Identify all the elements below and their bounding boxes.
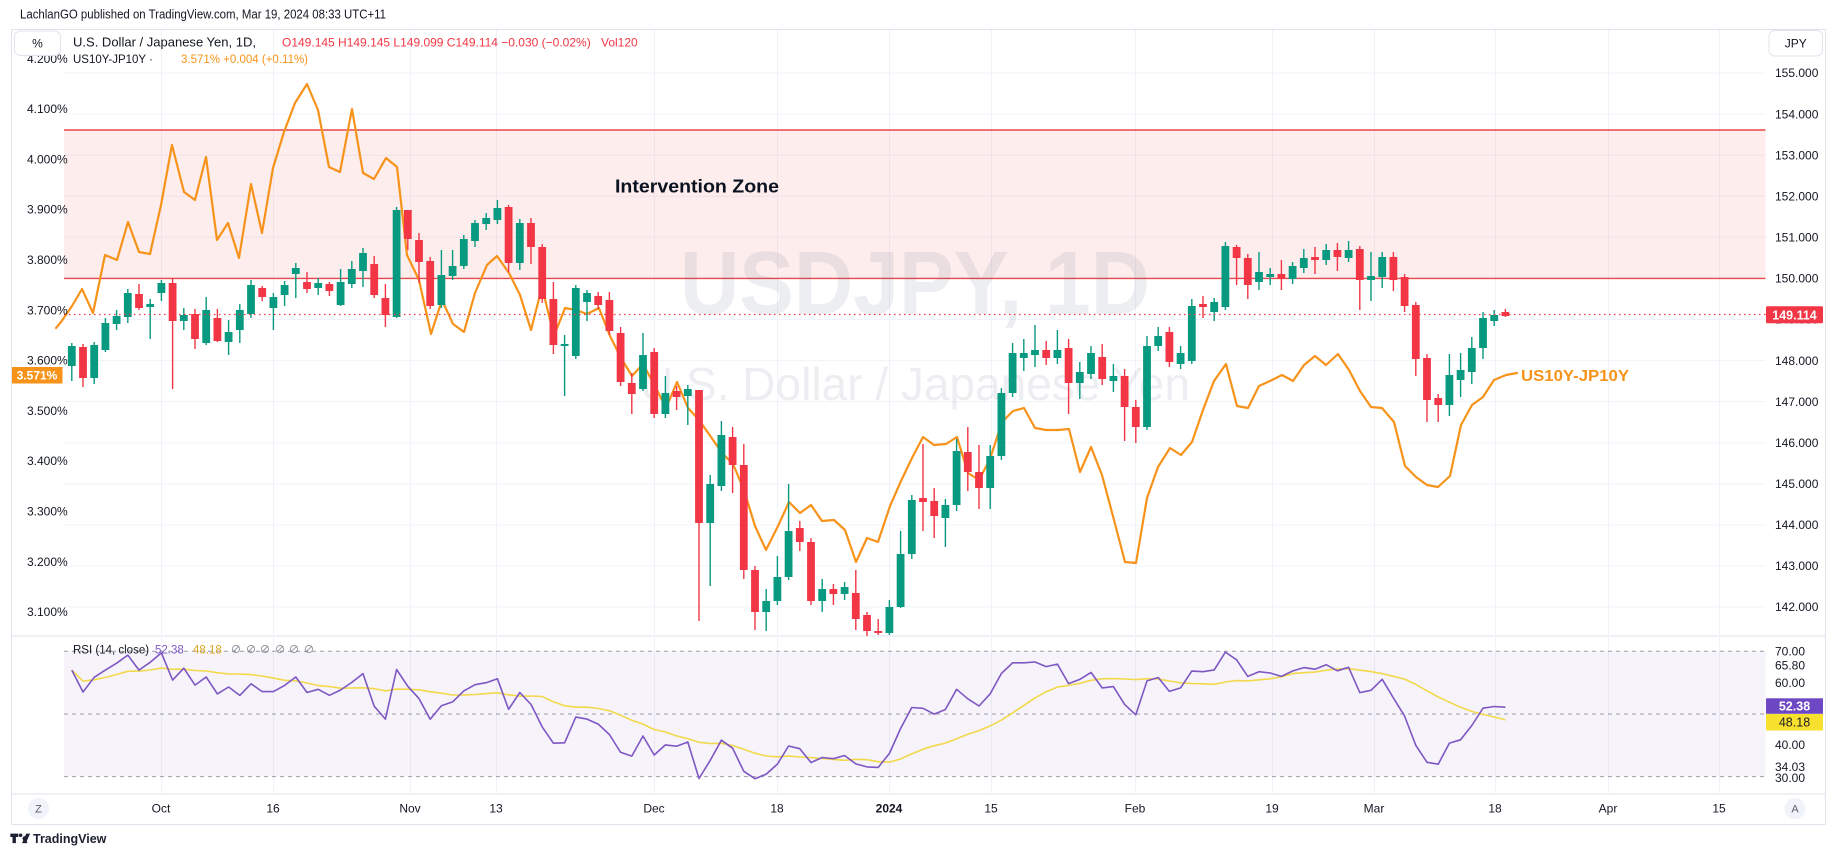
svg-text:145.000: 145.000 (1775, 477, 1819, 491)
svg-text:Oct: Oct (152, 802, 171, 816)
svg-text:3.800%: 3.800% (27, 253, 68, 267)
svg-text:Feb: Feb (1125, 802, 1146, 816)
svg-text:142.000: 142.000 (1775, 600, 1819, 614)
svg-text:151.000: 151.000 (1775, 231, 1819, 245)
svg-text:3.100%: 3.100% (27, 605, 68, 619)
svg-text:3.200%: 3.200% (27, 555, 68, 569)
svg-text:65.80: 65.80 (1775, 659, 1805, 673)
svg-text:U.S. Dollar / Japanese Yen, 1D: U.S. Dollar / Japanese Yen, 1D, (73, 35, 256, 50)
svg-text:TradingView: TradingView (33, 832, 107, 846)
svg-text:143.000: 143.000 (1775, 559, 1819, 573)
svg-text:52.38: 52.38 (155, 645, 184, 657)
svg-text:146.000: 146.000 (1775, 436, 1819, 450)
svg-text:LachlanGO published on Trading: LachlanGO published on TradingView.com, … (20, 8, 386, 22)
svg-text:U.S. Dollar / Japanese Yen: U.S. Dollar / Japanese Yen (640, 358, 1190, 410)
svg-text:3.571% +0.004 (+0.11%): 3.571% +0.004 (+0.11%) (181, 54, 308, 66)
svg-text:16: 16 (266, 802, 280, 816)
svg-text:150.000: 150.000 (1775, 272, 1819, 286)
svg-text:18: 18 (770, 802, 784, 816)
svg-text:3.600%: 3.600% (27, 354, 68, 368)
svg-text:34.03: 34.03 (1775, 760, 1805, 774)
svg-text:15: 15 (984, 802, 998, 816)
svg-text:3.900%: 3.900% (27, 203, 68, 217)
svg-text:147.000: 147.000 (1775, 395, 1819, 409)
svg-text:3.571%: 3.571% (17, 369, 58, 383)
svg-text:A: A (1791, 804, 1799, 816)
svg-text:Mar: Mar (1364, 802, 1385, 816)
svg-text:70.00: 70.00 (1775, 645, 1805, 659)
svg-text:Nov: Nov (399, 802, 420, 816)
svg-text:3.400%: 3.400% (27, 454, 68, 468)
svg-text:Dec: Dec (643, 802, 664, 816)
svg-text:2024: 2024 (876, 802, 903, 816)
svg-text:4.000%: 4.000% (27, 152, 68, 166)
svg-text:US10Y-JP10Y: US10Y-JP10Y (1521, 368, 1629, 385)
svg-text:Intervention Zone: Intervention Zone (615, 176, 779, 197)
svg-text:%: % (32, 37, 43, 51)
svg-text:52.38: 52.38 (1779, 699, 1810, 713)
svg-text:60.00: 60.00 (1775, 676, 1805, 690)
svg-text:O149.145 H149.145 L149.099 C14: O149.145 H149.145 L149.099 C149.114 −0.0… (282, 36, 591, 50)
svg-text:144.000: 144.000 (1775, 518, 1819, 532)
svg-text:15: 15 (1712, 802, 1726, 816)
svg-text:US10Y-JP10Y ·: US10Y-JP10Y · (73, 54, 153, 66)
svg-text:RSI (14, close): RSI (14, close) (73, 645, 149, 657)
svg-text:Vol120: Vol120 (601, 36, 638, 50)
svg-text:148.000: 148.000 (1775, 354, 1819, 368)
svg-text:48.18: 48.18 (193, 645, 222, 657)
svg-text:48.18: 48.18 (1779, 716, 1810, 730)
svg-text:155.000: 155.000 (1775, 66, 1819, 80)
svg-text:153.000: 153.000 (1775, 148, 1819, 162)
svg-text:149.114: 149.114 (1772, 308, 1817, 322)
svg-text:40.00: 40.00 (1775, 738, 1805, 752)
svg-text:3.700%: 3.700% (27, 303, 68, 317)
svg-text:13: 13 (489, 802, 503, 816)
svg-text:30.00: 30.00 (1775, 771, 1805, 785)
svg-text:18: 18 (1488, 802, 1502, 816)
svg-text:Apr: Apr (1599, 802, 1618, 816)
svg-text:3.500%: 3.500% (27, 404, 68, 418)
svg-text:USDJPY, 1D: USDJPY, 1D (680, 234, 1150, 334)
svg-text:19: 19 (1265, 802, 1279, 816)
svg-text:3.300%: 3.300% (27, 505, 68, 519)
svg-text:154.000: 154.000 (1775, 107, 1819, 121)
svg-text:JPY: JPY (1785, 37, 1807, 51)
svg-text:152.000: 152.000 (1775, 189, 1819, 203)
svg-text:Z: Z (35, 804, 42, 816)
svg-text:4.100%: 4.100% (27, 102, 68, 116)
